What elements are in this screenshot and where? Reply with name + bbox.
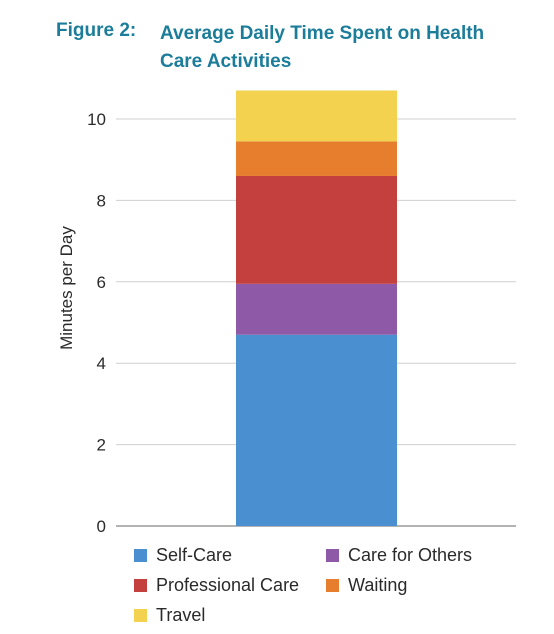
legend-swatch — [326, 578, 339, 592]
y-tick-label: 2 — [97, 436, 106, 455]
legend-swatch — [134, 608, 147, 622]
legend-swatch — [326, 548, 339, 562]
legend-swatch — [134, 548, 147, 562]
bar-segment-professional-care — [236, 175, 397, 284]
y-axis-ticks: 0 2 4 6 8 10 — [87, 110, 106, 536]
chart-legend: Self-Care Care for Others Professional Car… — [134, 543, 534, 627]
legend-item: Care for Others — [326, 543, 526, 567]
stacked-bar-chart: 0 2 4 6 8 10 Minutes per Day — [57, 90, 516, 536]
y-axis-label: Minutes per Day — [57, 226, 76, 350]
legend-swatch — [134, 578, 147, 592]
bar-segment-waiting — [236, 141, 397, 176]
legend-item: Travel — [134, 603, 326, 627]
stacked-bar — [236, 90, 397, 526]
y-tick-label: 4 — [97, 354, 106, 373]
legend-label: Professional Care — [156, 574, 300, 595]
legend-label: Self-Care — [156, 544, 233, 565]
y-tick-label: 0 — [97, 517, 106, 536]
y-tick-label: 8 — [97, 191, 106, 210]
bar-segment-travel — [236, 90, 397, 142]
legend-label: Travel — [156, 604, 206, 625]
legend-item: Waiting — [326, 573, 526, 597]
legend-item: Self-Care — [134, 543, 326, 567]
chart-title: Average Daily Time Spent on Health Care … — [160, 23, 485, 72]
legend-label: Waiting — [348, 574, 408, 595]
legend-label: Care for Others — [348, 544, 473, 565]
y-tick-label: 6 — [97, 273, 106, 292]
bar-segment-self-care — [236, 334, 397, 526]
bar-segment-care-for-others — [236, 283, 397, 335]
figure-label: Figure 2: — [56, 20, 137, 41]
y-tick-label: 10 — [87, 110, 106, 129]
legend-item: Professional Care — [134, 573, 326, 597]
